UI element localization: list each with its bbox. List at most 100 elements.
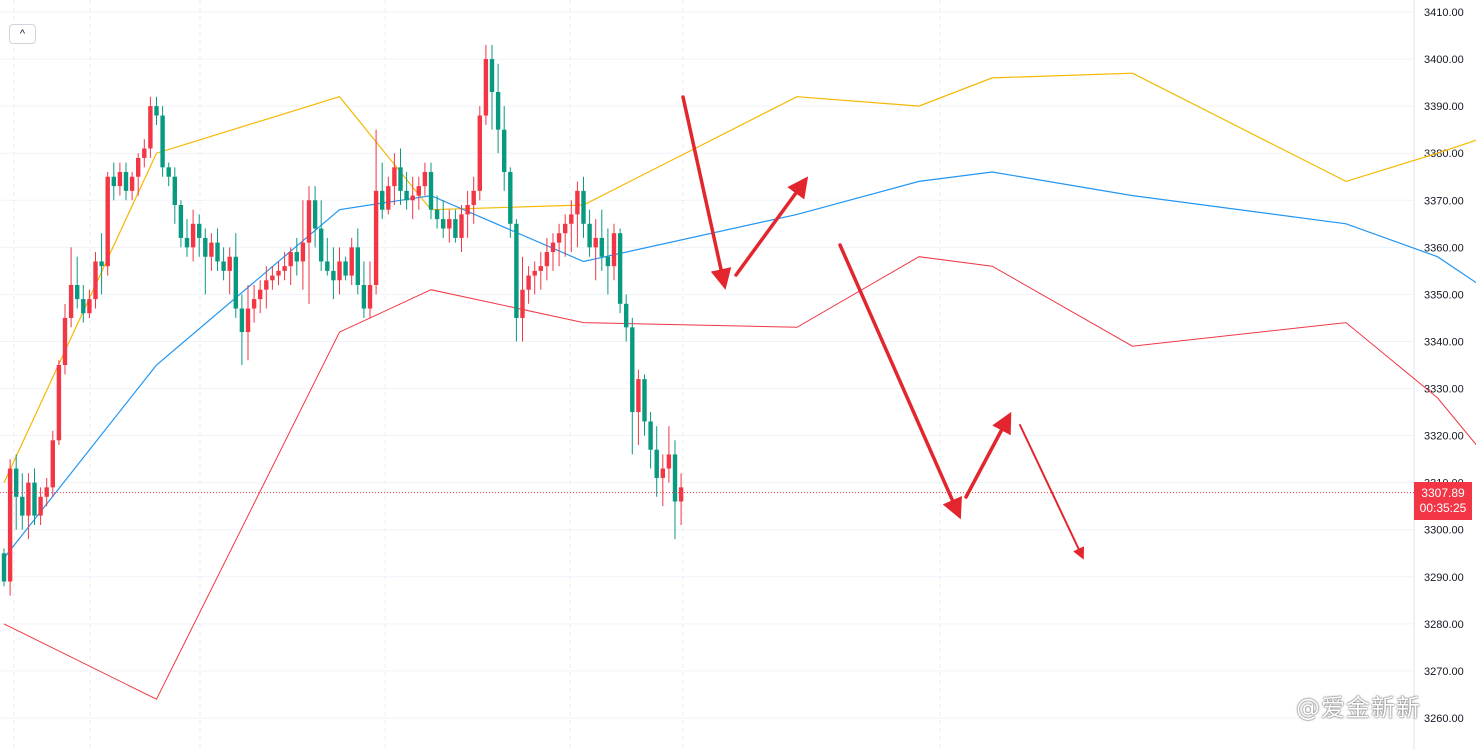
- candle-body: [306, 200, 312, 243]
- candle-body: [465, 204, 470, 215]
- candle-body: [300, 242, 306, 262]
- candle-body: [416, 186, 421, 196]
- candle: [233, 233, 238, 318]
- candle: [361, 261, 367, 318]
- candle-body: [532, 270, 537, 276]
- candle-body: [556, 233, 562, 243]
- candle-body: [422, 172, 428, 187]
- candle-body: [404, 190, 409, 201]
- candle-body: [251, 299, 257, 309]
- candle: [471, 176, 476, 224]
- candle: [367, 261, 373, 318]
- candle-body: [148, 106, 153, 149]
- candle-body: [441, 219, 446, 229]
- candle-body: [38, 496, 43, 516]
- candle: [453, 209, 458, 243]
- candle-body: [477, 115, 482, 191]
- candle: [459, 204, 464, 253]
- candle-body: [32, 482, 37, 516]
- candle: [44, 477, 49, 507]
- candle-body: [93, 261, 98, 300]
- trend-arrow: [838, 243, 962, 520]
- candle-body: [26, 482, 31, 516]
- candle-body: [349, 247, 354, 276]
- candle-body: [587, 223, 592, 248]
- candle-body: [221, 261, 226, 271]
- candle-body: [434, 209, 440, 220]
- candle-body: [276, 270, 281, 276]
- candle-body: [593, 237, 598, 248]
- candle: [239, 294, 245, 365]
- y-tick-label: 3330.00: [1424, 384, 1464, 396]
- candle-body: [569, 214, 574, 224]
- candle: [593, 219, 598, 281]
- candle: [441, 200, 446, 238]
- candle-body: [398, 167, 403, 191]
- candle: [203, 228, 208, 295]
- candle: [642, 374, 647, 436]
- candle: [166, 162, 171, 187]
- candle-body: [453, 219, 458, 238]
- candle: [325, 237, 330, 276]
- candle: [587, 209, 592, 257]
- candle-body: [68, 284, 74, 318]
- candle-body: [526, 275, 531, 290]
- candle-body: [1, 553, 7, 582]
- candle-body: [630, 327, 635, 413]
- candle-body: [56, 365, 62, 441]
- candle: [197, 214, 202, 257]
- y-tick-label: 3390.00: [1424, 101, 1464, 113]
- candle: [556, 223, 562, 267]
- candle-body: [258, 289, 263, 300]
- candle-body: [666, 454, 672, 469]
- candle-body: [502, 129, 507, 173]
- candle-body: [373, 190, 379, 285]
- candle: [276, 261, 281, 285]
- candle-body: [142, 148, 147, 158]
- bar-countdown: 00:35:25: [1419, 501, 1467, 515]
- candle: [654, 426, 659, 497]
- candle: [599, 209, 604, 271]
- candle: [569, 200, 574, 253]
- candle: [337, 247, 342, 295]
- candle-body: [495, 92, 501, 130]
- candle: [648, 412, 653, 469]
- candle-body: [81, 299, 86, 314]
- candle: [428, 162, 434, 220]
- candle: [624, 294, 629, 342]
- candle: [380, 162, 385, 220]
- y-tick-label: 3350.00: [1424, 289, 1464, 301]
- candle: [282, 252, 287, 281]
- candle: [148, 96, 153, 158]
- candle-body: [672, 454, 678, 502]
- last-price-value: 3307.89: [1421, 486, 1465, 500]
- candle: [508, 167, 513, 238]
- candle: [68, 247, 74, 328]
- candle-body: [294, 252, 299, 262]
- candle: [184, 219, 190, 257]
- candle-body: [312, 200, 318, 229]
- candle: [373, 129, 379, 295]
- candle: [7, 459, 13, 596]
- candle: [227, 247, 232, 295]
- candle-body: [428, 172, 434, 210]
- trend-arrow: [681, 95, 732, 290]
- candle: [178, 200, 184, 248]
- candle: [630, 317, 635, 455]
- candle: [386, 176, 391, 215]
- candle-body: [550, 242, 556, 253]
- candle: [605, 228, 611, 295]
- candle: [550, 233, 556, 271]
- candle: [190, 209, 196, 262]
- candle: [111, 162, 116, 201]
- candle: [495, 63, 501, 154]
- candle-body: [190, 223, 196, 248]
- candle: [300, 200, 306, 290]
- candle-body: [483, 59, 489, 116]
- candle: [465, 190, 470, 238]
- candle-body: [264, 280, 269, 290]
- candle: [81, 284, 86, 323]
- candle: [14, 454, 19, 530]
- y-tick-label: 3380.00: [1424, 148, 1464, 160]
- collapse-button[interactable]: ^: [9, 24, 36, 44]
